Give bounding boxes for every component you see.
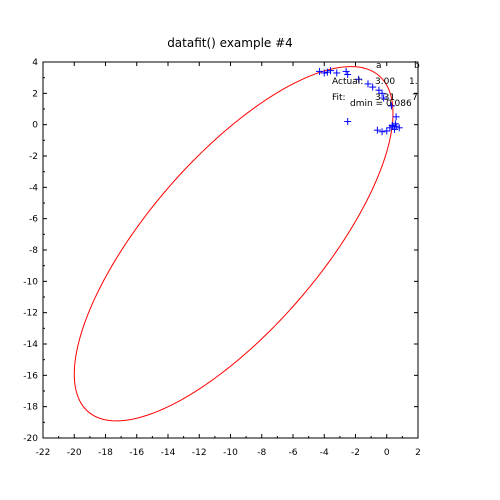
annotation-actual-value: 3.00 — [375, 77, 395, 87]
data-point — [355, 75, 363, 83]
x-tick-label: -6 — [289, 448, 298, 458]
y-tick-label: -8 — [29, 246, 38, 256]
annotation-fit-extra: 7 — [412, 93, 418, 103]
data-point — [380, 94, 388, 102]
x-tick-label: -22 — [36, 448, 51, 458]
y-tick-label: -14 — [23, 340, 38, 350]
fit-curve-layer — [73, 66, 394, 422]
data-point — [344, 71, 352, 79]
data-point — [369, 83, 377, 91]
x-tick-label: -12 — [192, 448, 207, 458]
y-tick-label: -18 — [23, 403, 38, 413]
fit-ellipse — [73, 66, 394, 422]
chart-title: datafit() example #4 — [167, 36, 293, 50]
x-tick-label: 0 — [384, 448, 390, 458]
plot-frame — [42, 61, 419, 439]
y-tick-label: -16 — [23, 371, 38, 381]
x-tick-label: -8 — [257, 448, 266, 458]
data-point — [373, 126, 381, 134]
data-point — [388, 121, 396, 129]
data-point — [333, 69, 341, 77]
y-tick-label: -6 — [29, 215, 38, 225]
data-point — [392, 113, 400, 121]
annotation-header-b: b — [414, 61, 420, 71]
data-points-layer — [316, 67, 403, 136]
y-tick-label: -4 — [29, 183, 38, 193]
x-axis: -22 -20 -18 -16 -14 -12 -10 -8 -6 -4 -2 0 2 — [36, 62, 421, 458]
data-point — [383, 127, 391, 135]
x-tick-label: -16 — [129, 448, 144, 458]
y-tick-label: -10 — [23, 277, 38, 287]
y-tick-label: 4 — [32, 58, 38, 68]
y-tick-label: -12 — [23, 309, 38, 319]
data-point — [327, 67, 334, 75]
data-point — [395, 124, 403, 132]
annotation-header-a: a — [376, 61, 382, 71]
data-point — [391, 125, 399, 133]
data-point — [375, 86, 383, 94]
data-point — [344, 118, 352, 126]
data-point — [378, 128, 386, 136]
data-point — [316, 67, 324, 75]
data-point — [364, 80, 372, 88]
x-tick-label: -18 — [98, 448, 113, 458]
y-tick-label: 2 — [32, 89, 38, 99]
data-point — [342, 67, 350, 75]
data-point — [389, 122, 397, 130]
x-tick-label: -4 — [320, 448, 329, 458]
data-point — [320, 69, 328, 77]
x-tick-label: -10 — [223, 448, 238, 458]
annotation-block: a b Actual: 3.00 1. Fit: 3.31 7 dmin = 0… — [332, 61, 420, 109]
data-point — [387, 102, 395, 110]
data-point — [323, 68, 331, 76]
annotation-fit-label: Fit: — [332, 93, 346, 103]
y-tick-label: 0 — [32, 121, 38, 131]
annotation-dmin: dmin = 0.086 — [350, 99, 412, 109]
x-tick-label: -14 — [161, 448, 176, 458]
annotation-fit-value: 3.31 — [375, 93, 395, 103]
annotation-actual-label: Actual: — [332, 77, 363, 87]
x-tick-label: 2 — [415, 448, 421, 458]
y-tick-label: -2 — [29, 152, 38, 162]
y-tick-label: -20 — [23, 434, 38, 444]
data-point — [378, 89, 386, 97]
x-tick-label: -2 — [351, 448, 360, 458]
x-tick-label: -20 — [67, 448, 82, 458]
annotation-actual-extra: 1. — [409, 77, 418, 87]
